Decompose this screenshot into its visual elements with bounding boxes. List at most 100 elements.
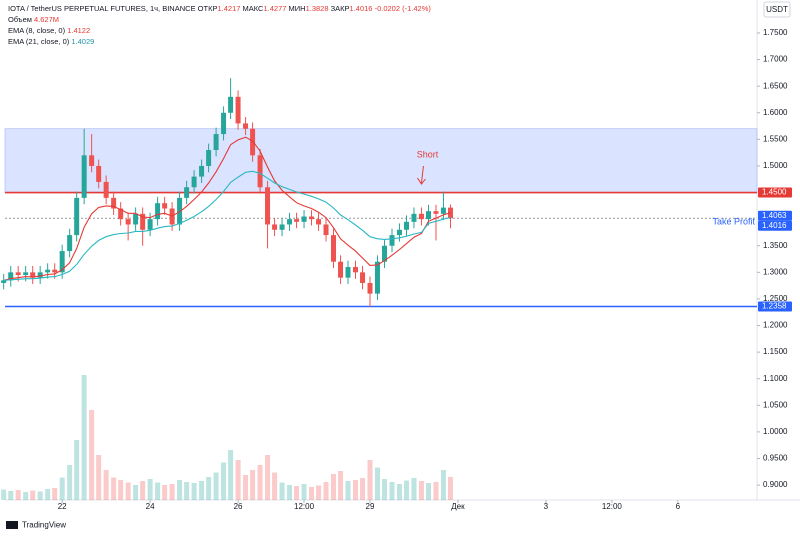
- symbol-line: IOTA / TetherUS PERPETUAL FUTURES, 1ч, B…: [8, 3, 431, 14]
- candle-body: [235, 96, 241, 124]
- ema-line: [3, 170, 451, 281]
- candle-body: [404, 221, 410, 230]
- volume-bar: [67, 465, 73, 500]
- ema-name: EMA (21, close, 0): [8, 37, 70, 46]
- volume-bar: [309, 487, 315, 500]
- volume-value: 4.627M: [34, 15, 60, 24]
- candle-body: [125, 219, 131, 225]
- y-tick-label: 1.7000: [763, 55, 788, 64]
- volume-bar: [272, 472, 278, 500]
- candle-body: [352, 267, 358, 273]
- volume-bar: [301, 484, 307, 500]
- candle-body: [45, 269, 51, 273]
- candle-body: [89, 155, 95, 166]
- ema-value: 1.4122: [67, 26, 91, 35]
- volume-bar: [96, 455, 102, 500]
- high-value: 1.4277: [263, 4, 287, 13]
- candle-body: [433, 211, 439, 214]
- candle-body: [294, 219, 300, 222]
- y-tick-label: 1.0500: [763, 400, 788, 409]
- volume-bar: [147, 479, 153, 500]
- volume-bar: [352, 480, 358, 500]
- close-label: ЗАКР: [330, 4, 350, 13]
- currency-box[interactable]: [763, 1, 791, 18]
- volume-bar: [331, 474, 337, 500]
- volume-bar: [396, 484, 402, 500]
- volume-bar: [37, 491, 43, 500]
- candle-body: [8, 272, 14, 281]
- volume-bar: [45, 489, 51, 500]
- annotation-arrow: [417, 165, 426, 185]
- price-label: 1.2358: [762, 302, 787, 311]
- candle-body: [272, 224, 278, 230]
- x-tick-label: 22: [58, 502, 67, 511]
- candle-body: [374, 261, 380, 294]
- volume-bar: [184, 482, 190, 500]
- x-tick-label: 3: [544, 502, 549, 511]
- zone: [4, 128, 758, 193]
- brand-logo: [6, 521, 18, 529]
- price-label: 1.4016: [762, 221, 787, 230]
- volume-bar: [425, 483, 431, 500]
- candle-body: [418, 213, 424, 220]
- candle-body: [1, 280, 7, 283]
- candle-body: [15, 272, 21, 275]
- change: -0.0202 (-1.42%): [374, 4, 431, 13]
- ema-name: EMA (8, close, 0): [8, 26, 66, 35]
- legend: IOTA / TetherUS PERPETUAL FUTURES, 1ч, B…: [8, 3, 431, 47]
- price-label-box: [758, 187, 792, 198]
- x-tick-label: Дек: [451, 502, 465, 511]
- volume-bar: [374, 467, 380, 500]
- ema-line: EMA (21, close, 0) 1.4029: [8, 36, 431, 47]
- candle-body: [103, 181, 109, 198]
- y-tick-label: 1.5500: [763, 134, 788, 143]
- open-label: ОТКР: [197, 4, 218, 13]
- volume-bar: [206, 477, 212, 500]
- volume-bar: [404, 480, 410, 500]
- brand: TradingView: [22, 521, 66, 530]
- candle-body: [184, 187, 190, 198]
- volume-bar: [103, 470, 109, 500]
- volume-bar: [440, 470, 446, 500]
- volume-bar: [74, 440, 80, 500]
- volume-bar: [89, 410, 95, 500]
- volume-bar: [411, 478, 417, 500]
- volume-bar: [418, 481, 424, 500]
- candle-body: [382, 245, 388, 262]
- x-tick-label: 26: [234, 502, 243, 511]
- candle-body: [67, 235, 73, 252]
- candle-body: [265, 187, 271, 225]
- x-tick-label: 12:00: [294, 502, 315, 511]
- candle-body: [243, 123, 249, 129]
- candle-body: [425, 211, 431, 220]
- y-tick-label: 1.1000: [763, 374, 788, 383]
- y-tick-label: 1.2500: [763, 294, 788, 303]
- candle-body: [301, 216, 307, 222]
- volume-bar: [191, 483, 197, 500]
- y-tick-label: 1.0000: [763, 427, 788, 436]
- y-tick-label: 1.7500: [763, 28, 788, 37]
- candle-body: [389, 235, 395, 246]
- candle-body: [257, 155, 263, 188]
- candle-body: [133, 213, 139, 225]
- volume-bar: [316, 485, 322, 500]
- candle-body: [191, 176, 197, 188]
- ema-value: 1.4029: [71, 37, 95, 46]
- volume-bar: [323, 482, 329, 500]
- x-tick-label: 6: [676, 502, 681, 511]
- x-tick-label: 12:00: [602, 502, 623, 511]
- y-tick-label: 1.3000: [763, 267, 788, 276]
- y-tick-label: 1.3500: [763, 241, 788, 250]
- volume-bar: [140, 481, 146, 500]
- candle-body: [147, 219, 153, 230]
- candle-body: [96, 165, 102, 182]
- candle-body: [360, 272, 366, 283]
- price-label-box: [758, 220, 792, 231]
- y-tick-label: 1.1500: [763, 347, 788, 356]
- candle-body: [396, 229, 402, 236]
- candle-body: [213, 134, 219, 150]
- volume-bar: [389, 482, 395, 500]
- price-label: 1.4500: [762, 188, 787, 197]
- y-tick-label: 1.6000: [763, 108, 788, 117]
